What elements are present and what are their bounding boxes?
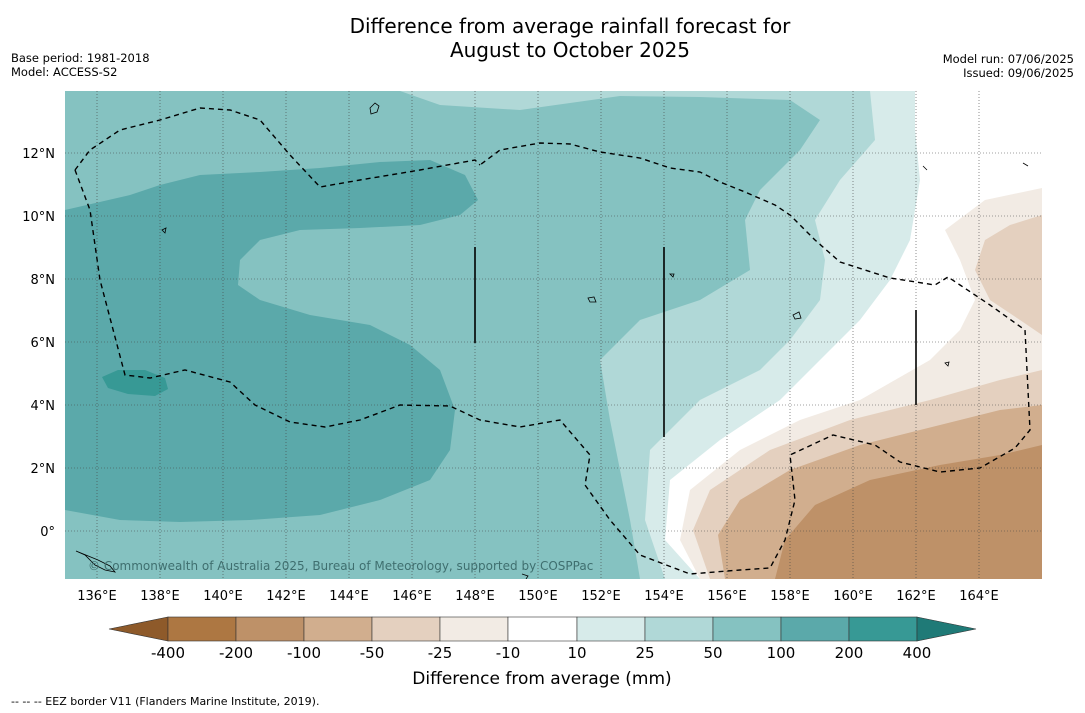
lat-tick: 8°N — [31, 273, 56, 288]
lon-tick: 160°E — [833, 589, 873, 604]
zone-200-400 — [102, 370, 168, 396]
colorbar-segment — [780, 616, 850, 642]
colorbar-segment — [303, 616, 373, 642]
colorbar-label: -10 — [496, 644, 521, 662]
colorbar-label: 25 — [635, 644, 654, 662]
colorbar-segment — [439, 616, 509, 642]
lat-tick-labels: 12°N 10°N 8°N 6°N 4°N 2°N 0° — [22, 147, 55, 540]
colorbar-label: -100 — [287, 644, 321, 662]
lat-tick: 10°N — [22, 210, 55, 225]
colorbar-labels: -400 -200 -100 -50 -25 -10 10 25 50 100 … — [151, 644, 931, 662]
lon-tick: 144°E — [329, 589, 369, 604]
lon-tick: 148°E — [455, 589, 495, 604]
eez-borders — [74, 107, 1031, 575]
lon-tick: 152°E — [581, 589, 621, 604]
base-period: Base period: 1981-2018 — [11, 51, 150, 65]
colorbar-extend-low — [108, 616, 169, 642]
colorbar-label: -25 — [428, 644, 453, 662]
colorbar-segment — [576, 616, 646, 642]
lat-gridlines — [65, 152, 1042, 532]
map-title: Difference from average rainfall forecas… — [270, 14, 870, 62]
colorbar-label: 100 — [767, 644, 796, 662]
lat-tick: 4°N — [31, 399, 56, 414]
colorbar-label: -400 — [151, 644, 185, 662]
colorbar-label: -50 — [360, 644, 385, 662]
meta-left: Base period: 1981-2018 Model: ACCESS-S2 — [11, 51, 150, 79]
islands — [75, 102, 1029, 579]
copyright-credit: © Commonwealth of Australia 2025, Bureau… — [88, 559, 593, 573]
colorbar-segment — [644, 616, 714, 642]
colorbar-label: 50 — [703, 644, 722, 662]
lon-tick: 158°E — [770, 589, 810, 604]
colorbar — [108, 616, 977, 642]
zone-m50-m25-north — [975, 215, 1042, 335]
colorbar-title: Difference from average (mm) — [412, 669, 671, 689]
lat-tick: 6°N — [31, 336, 56, 351]
colorbar-segment — [235, 616, 305, 642]
lon-tick: 156°E — [707, 589, 747, 604]
colorbar-segment — [371, 616, 441, 642]
rainfall-map — [65, 91, 1042, 579]
zone-100-200 — [65, 160, 478, 522]
issued-date: Issued: 09/06/2025 — [963, 66, 1074, 80]
lon-tick: 138°E — [140, 589, 180, 604]
lon-tick: 162°E — [896, 589, 936, 604]
title-line-2: August to October 2025 — [449, 38, 691, 62]
colorbar-segment — [848, 616, 918, 642]
lon-tick: 154°E — [644, 589, 684, 604]
lon-tick: 142°E — [266, 589, 306, 604]
colorbar-label: -200 — [219, 644, 253, 662]
lon-tick-labels: 136°E 138°E 140°E 142°E 144°E 146°E 148°… — [77, 589, 999, 604]
lon-tick: 136°E — [77, 589, 117, 604]
colorbar-segment — [507, 616, 578, 642]
lon-tick: 140°E — [203, 589, 243, 604]
meta-right: Model run: 07/06/2025 Issued: 09/06/2025 — [943, 52, 1074, 80]
zone-m200-m100 — [775, 445, 1042, 579]
model-name: Model: ACCESS-S2 — [11, 65, 118, 79]
eez-footnote: -- -- -- EEZ border V11 (Flanders Marine… — [11, 695, 320, 708]
model-run: Model run: 07/06/2025 — [942, 52, 1074, 66]
colorbar-extend-high — [916, 616, 977, 642]
colorbar-segment — [712, 616, 782, 642]
colorbar-label: 200 — [835, 644, 864, 662]
lat-tick: 2°N — [31, 462, 56, 477]
lon-tick: 164°E — [959, 589, 999, 604]
lat-tick: 12°N — [22, 147, 55, 162]
colorbar-segment — [167, 616, 237, 642]
boundary-lines — [474, 247, 917, 437]
lon-tick: 146°E — [392, 589, 432, 604]
colorbar-label: 400 — [903, 644, 932, 662]
title-line-1: Difference from average rainfall forecas… — [349, 14, 791, 38]
colorbar-label: 10 — [567, 644, 586, 662]
zone-50-100-southwest — [65, 512, 430, 579]
lat-tick: 0° — [40, 525, 55, 540]
lon-tick: 150°E — [518, 589, 558, 604]
